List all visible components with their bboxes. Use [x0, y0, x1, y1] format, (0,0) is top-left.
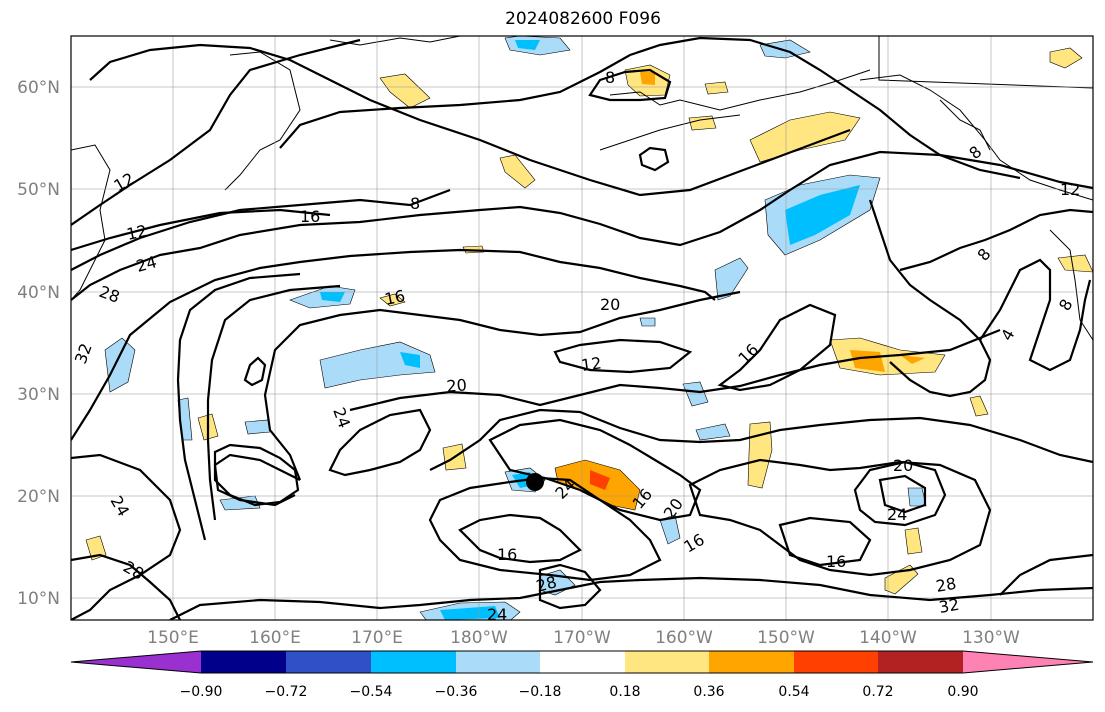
- contour-label: 16: [383, 286, 407, 309]
- lat-label: 10°N: [17, 589, 60, 609]
- lon-label: 160°W: [655, 628, 713, 648]
- colorbar-tick-label: 0.18: [609, 684, 640, 700]
- colorbar-tick-label: −0.90: [180, 684, 223, 700]
- lon-label: 140°W: [859, 628, 917, 648]
- lat-label: 60°N: [17, 78, 60, 98]
- colorbar-outline: [70, 650, 1094, 674]
- lat-label: 30°N: [17, 385, 60, 405]
- colorbar-segment: [71, 651, 201, 673]
- lat-label: 40°N: [17, 283, 60, 303]
- contour-label: 24: [487, 605, 507, 624]
- lon-label: 170°W: [553, 628, 611, 648]
- contour-label: 20: [893, 456, 913, 475]
- map-title: 2024082600 F096: [505, 9, 661, 29]
- colorbar-tick-label: −0.54: [350, 684, 393, 700]
- contour-label: 16: [826, 552, 846, 571]
- map-content: 8 12 16 24 28 32 16 8 16 20 12 20 24 24 …: [71, 36, 1093, 624]
- contour-label: 32: [937, 595, 960, 617]
- lon-label: 170°E: [351, 628, 403, 648]
- colorbar: [70, 650, 1094, 674]
- contour-label: 12: [580, 353, 603, 375]
- contour-label: 8: [605, 68, 615, 87]
- contour-label: 12: [1060, 180, 1080, 199]
- colorbar-segment: [625, 651, 709, 673]
- storm-position-marker: [526, 473, 544, 491]
- contour-label: 24: [887, 505, 907, 524]
- colorbar-segment: [963, 651, 1093, 673]
- colorbar-segment: [286, 651, 371, 673]
- lat-label: 20°N: [17, 487, 60, 507]
- colorbar-tick-label: −0.72: [265, 684, 308, 700]
- lon-label: 160°E: [249, 628, 301, 648]
- contour-label: 12: [125, 221, 149, 244]
- latitude-labels: 60°N 50°N 40°N 30°N 20°N 10°N: [17, 78, 60, 609]
- colorbar-tick-label: −0.18: [519, 684, 562, 700]
- lon-label: 130°W: [962, 628, 1020, 648]
- colorbar-tick-label: 0.36: [693, 684, 724, 700]
- longitude-labels: 150°E 160°E 170°E 180°W 170°W 160°W 150°…: [147, 628, 1020, 648]
- lat-label: 50°N: [17, 180, 60, 200]
- contour-label: 16: [497, 545, 517, 564]
- colorbar-tick-label: 0.54: [778, 684, 809, 700]
- lon-label: 180°W: [450, 628, 508, 648]
- contour-lines: [71, 36, 1093, 620]
- contour-label: 20: [600, 295, 620, 314]
- lon-label: 150°E: [147, 628, 199, 648]
- colorbar-tick-label: 0.72: [862, 684, 893, 700]
- contour-label: 8: [410, 194, 420, 213]
- contour-label: 20: [446, 375, 468, 396]
- colorbar-segment: [201, 651, 286, 673]
- contour-label: 24: [134, 252, 159, 276]
- contour-label: 16: [300, 207, 320, 226]
- map-border: [70, 35, 1094, 621]
- colorbar-segment: [878, 651, 963, 673]
- contour-label: 28: [934, 574, 957, 596]
- colorbar-segment: [794, 651, 878, 673]
- contour-label: 28: [534, 572, 559, 596]
- colorbar-segment: [371, 651, 456, 673]
- colorbar-tick-label: 0.90: [947, 684, 978, 700]
- colorbar-segment: [540, 651, 625, 673]
- colorbar-tick-labels: −0.90 −0.72 −0.54 −0.36 −0.18 0.18 0.36 …: [180, 684, 979, 700]
- colorbar-segment: [709, 651, 794, 673]
- lon-label: 150°W: [757, 628, 815, 648]
- colorbar-segment: [456, 651, 540, 673]
- coastlines: [71, 36, 1093, 341]
- colorbar-tick-label: −0.36: [435, 684, 478, 700]
